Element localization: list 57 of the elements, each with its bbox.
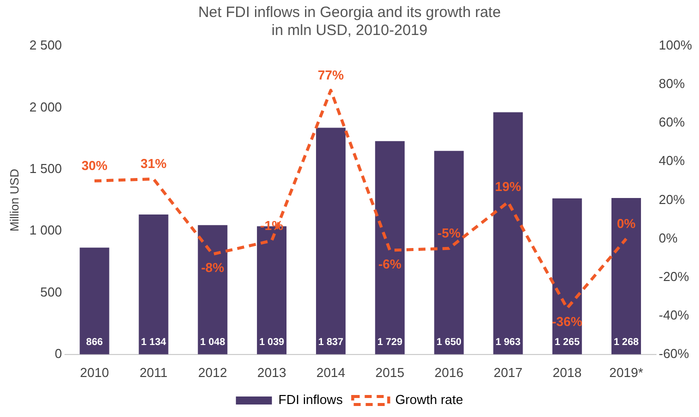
y-tick-label: 1 000 bbox=[29, 222, 62, 238]
y2-tick-label: 40% bbox=[658, 153, 686, 168]
legend-label: Growth rate bbox=[395, 392, 464, 408]
bar bbox=[493, 112, 523, 354]
y-tick-label: 500 bbox=[40, 284, 62, 300]
x-tick-label: 2010 bbox=[80, 364, 109, 380]
data-label: 1 265 bbox=[554, 337, 580, 348]
data-label: 19% bbox=[495, 179, 522, 194]
chart-title: Net FDI inflows in Georgia and its growth rate in mln USD, 2010-2019 bbox=[198, 4, 501, 40]
data-label: 1 963 bbox=[496, 337, 521, 348]
y2-tick-label: 0% bbox=[658, 230, 678, 246]
data-label: 31% bbox=[140, 156, 167, 172]
y2-tick-label: -60% bbox=[658, 346, 690, 361]
x-tick-label: 2019* bbox=[609, 364, 644, 380]
data-label: 1 729 bbox=[377, 337, 403, 348]
data-label: 30% bbox=[81, 158, 108, 174]
x-tick-label: 2016 bbox=[434, 364, 464, 380]
y2-tick-label: 20% bbox=[658, 192, 686, 207]
y-tick-label: 0 bbox=[54, 346, 62, 361]
bar bbox=[316, 128, 346, 354]
x-tick-label: 2013 bbox=[257, 364, 286, 380]
y2-tick-label: -20% bbox=[658, 268, 690, 284]
bar bbox=[552, 198, 582, 354]
y-tick-label: 2 500 bbox=[29, 38, 62, 53]
data-label: 1 048 bbox=[200, 337, 226, 348]
x-tick-label: 2018 bbox=[552, 364, 582, 380]
y2-tick-label: 60% bbox=[658, 114, 686, 130]
data-label: 866 bbox=[86, 337, 104, 348]
y2-tick-label: 100% bbox=[658, 38, 692, 53]
data-label: -6% bbox=[378, 256, 402, 272]
x-tick-label: 2015 bbox=[375, 364, 404, 380]
y2-tick-label: 80% bbox=[658, 76, 686, 92]
x-tick-label: 2014 bbox=[316, 364, 346, 380]
bar bbox=[434, 150, 464, 354]
bar bbox=[138, 214, 168, 354]
legend-label: FDI inflows bbox=[278, 392, 344, 408]
data-label: -36% bbox=[552, 314, 583, 330]
x-tick-label: 2012 bbox=[198, 364, 228, 380]
x-tick-label: 2017 bbox=[494, 364, 523, 380]
bar bbox=[198, 225, 228, 354]
data-label: -8% bbox=[201, 260, 225, 276]
y-axis-title: Million USD bbox=[8, 168, 22, 232]
y-tick-label: 1 500 bbox=[29, 160, 62, 176]
data-label: 1 837 bbox=[318, 337, 344, 348]
data-label: 0% bbox=[616, 216, 636, 231]
y2-tick-label: -40% bbox=[658, 307, 690, 322]
bar bbox=[611, 198, 641, 354]
data-label: 1 039 bbox=[259, 337, 285, 348]
bar bbox=[375, 141, 405, 354]
data-label: 77% bbox=[318, 67, 344, 82]
data-label: 1 268 bbox=[614, 337, 640, 348]
data-label: 1 650 bbox=[436, 337, 462, 348]
data-label: 1 134 bbox=[141, 337, 166, 348]
x-tick-label: 2011 bbox=[140, 364, 168, 380]
bar bbox=[80, 248, 110, 354]
y-tick-label: 2 000 bbox=[29, 99, 62, 114]
data-label: -5% bbox=[437, 225, 461, 240]
